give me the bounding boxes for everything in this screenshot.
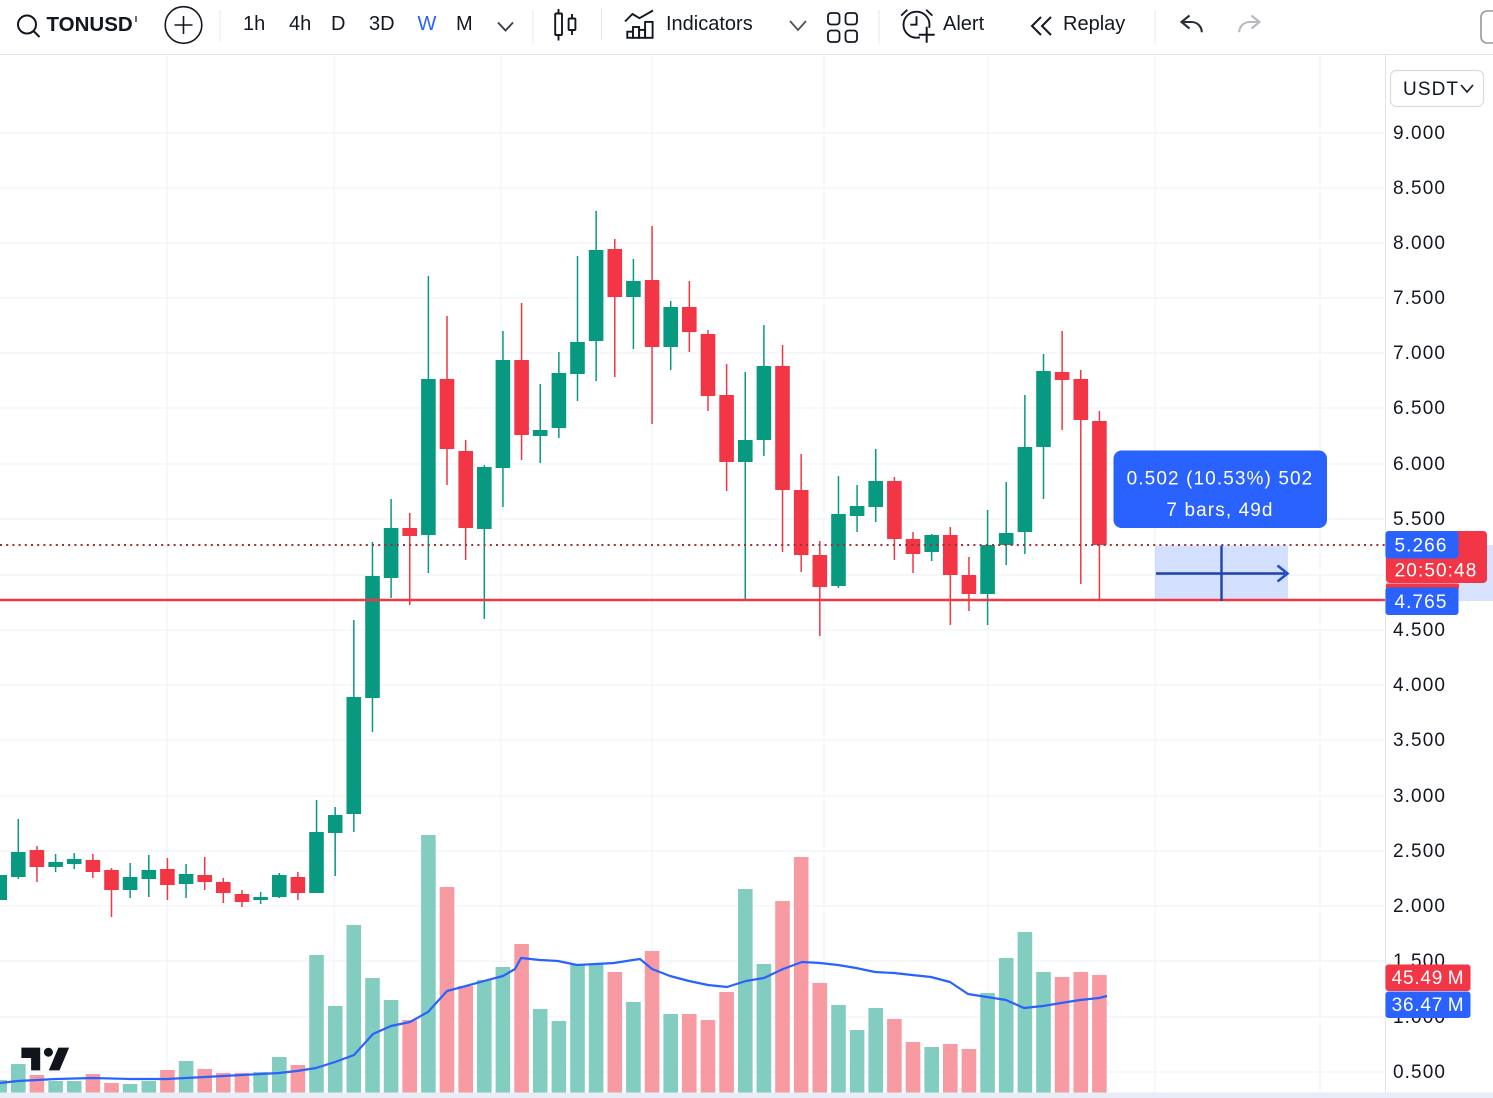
svg-text:45.49 M: 45.49 M xyxy=(1392,968,1465,989)
svg-text:6.500: 6.500 xyxy=(1393,398,1446,419)
svg-text:2.000: 2.000 xyxy=(1393,896,1446,917)
svg-text:4.765: 4.765 xyxy=(1394,592,1447,613)
svg-text:9.000: 9.000 xyxy=(1393,123,1446,144)
svg-text:8.000: 8.000 xyxy=(1393,233,1446,254)
svg-text:3.500: 3.500 xyxy=(1393,730,1446,751)
svg-text:USDT: USDT xyxy=(1403,79,1459,100)
svg-text:3.000: 3.000 xyxy=(1393,786,1446,807)
svg-text:0.502 (10.53%) 502: 0.502 (10.53%) 502 xyxy=(1127,469,1314,490)
svg-text:4.000: 4.000 xyxy=(1393,675,1446,696)
svg-text:0.500: 0.500 xyxy=(1393,1062,1446,1083)
svg-text:8.500: 8.500 xyxy=(1393,178,1446,199)
svg-text:5.500: 5.500 xyxy=(1393,509,1446,530)
svg-text:2.500: 2.500 xyxy=(1393,841,1446,862)
svg-text:20:50:48: 20:50:48 xyxy=(1395,561,1478,582)
svg-text:7 bars, 49d: 7 bars, 49d xyxy=(1166,500,1273,521)
svg-text:5.266: 5.266 xyxy=(1394,536,1447,557)
svg-text:6.000: 6.000 xyxy=(1393,454,1446,475)
svg-text:7.000: 7.000 xyxy=(1393,343,1446,364)
svg-text:7.500: 7.500 xyxy=(1393,288,1446,309)
svg-text:36.47 M: 36.47 M xyxy=(1392,995,1465,1016)
svg-text:4.500: 4.500 xyxy=(1393,620,1446,641)
